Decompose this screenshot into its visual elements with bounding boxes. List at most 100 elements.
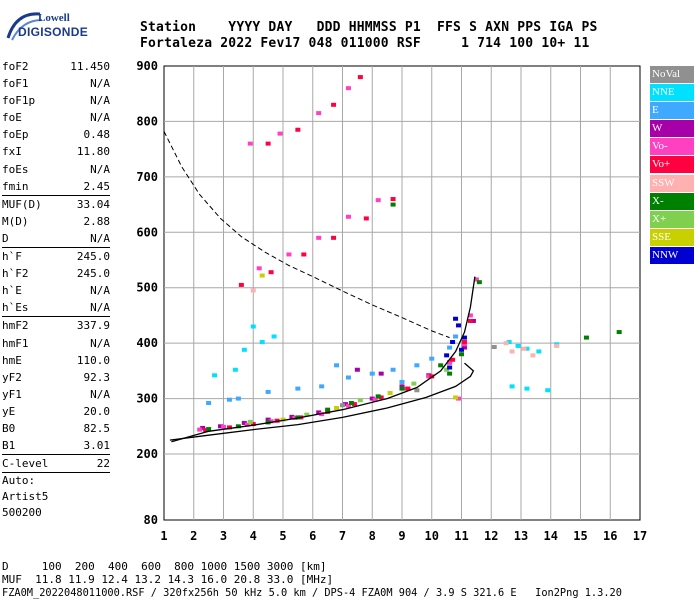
- echo-point-vo-: [447, 359, 453, 364]
- param-label: hmF1: [2, 336, 29, 350]
- param-label: foE: [2, 111, 22, 125]
- legend-item: X-: [650, 192, 694, 210]
- param-value: 245.0: [76, 250, 110, 264]
- echo-point-sse: [259, 273, 265, 278]
- echo-point-vo-: [390, 197, 396, 202]
- x-tick-label: 4: [250, 529, 257, 543]
- echo-point-ssw: [554, 343, 560, 348]
- param-value: N/A: [90, 94, 110, 108]
- param-row: h`E N/A: [2, 282, 110, 299]
- legend-item: Vo-: [650, 138, 694, 156]
- echo-point-e: [265, 389, 271, 394]
- x-tick-label: 9: [398, 529, 405, 543]
- legend-item: SSE: [650, 228, 694, 246]
- echo-point-vo-: [265, 141, 271, 146]
- echo-point-vo-: [244, 422, 250, 427]
- echo-point-x-: [357, 398, 363, 403]
- autoscale-info: Artist5: [2, 490, 49, 504]
- echo-point-e: [319, 384, 325, 389]
- param-row: hmF2 337.9: [2, 316, 110, 334]
- echo-point-w: [354, 367, 360, 372]
- echo-point-vo-: [461, 340, 467, 345]
- echo-point-vo-: [247, 141, 253, 146]
- echo-point-nnw: [444, 353, 450, 358]
- param-label: foF1: [2, 77, 29, 91]
- echo-point-x-: [447, 371, 453, 376]
- echo-point-nne: [241, 347, 247, 352]
- param-label: fxI: [2, 145, 22, 159]
- echo-point-w: [369, 396, 375, 401]
- echo-point-vo-: [375, 198, 381, 203]
- param-label: M(D): [2, 214, 29, 228]
- x-tick-label: 2: [190, 529, 197, 543]
- echo-point-vo-: [250, 422, 256, 427]
- param-value: 11.80: [76, 145, 110, 159]
- legend-item: W: [650, 120, 694, 138]
- param-value: 2.45: [83, 179, 111, 193]
- echo-point-nne: [545, 388, 551, 393]
- param-row: C-level 22: [2, 454, 110, 472]
- echo-point-w: [265, 417, 271, 422]
- param-label: foF2: [2, 60, 29, 73]
- echo-point-vo-: [378, 395, 384, 400]
- echo-point-vo-: [301, 252, 307, 257]
- echo-point-w: [378, 371, 384, 376]
- echo-point-nne: [232, 367, 238, 372]
- legend-item: E: [650, 102, 694, 120]
- param-label: h`Es: [2, 301, 29, 315]
- echo-point-vo-: [426, 374, 432, 379]
- param-row: foF1 N/A: [2, 75, 110, 92]
- autoscale-info: Auto:: [2, 472, 110, 489]
- echo-point-vo-: [456, 396, 462, 401]
- param-row: yF2 92.3: [2, 369, 110, 386]
- echo-point-x-: [390, 202, 396, 207]
- param-row: foF1p N/A: [2, 92, 110, 109]
- param-row: foE N/A: [2, 109, 110, 126]
- x-tick-label: 7: [339, 529, 346, 543]
- x-tick-label: 16: [603, 529, 617, 543]
- echo-point-e: [390, 367, 396, 372]
- param-label: foEp: [2, 128, 29, 142]
- brand-digisonde: DIGISONDE: [18, 25, 89, 39]
- echo-point-e: [369, 371, 375, 376]
- echo-point-vo-: [331, 102, 337, 107]
- echo-point-vo-: [405, 386, 411, 391]
- param-value: 2.88: [83, 214, 111, 228]
- echo-point-vo-: [268, 419, 274, 424]
- param-label: foEs: [2, 162, 29, 176]
- echo-point-vo-: [473, 277, 479, 282]
- echo-point-sse: [280, 417, 286, 422]
- echo-point-ssw: [250, 288, 256, 293]
- echo-point-vo-: [467, 318, 473, 323]
- param-label: yF2: [2, 370, 22, 384]
- lowell-digisonde-logo: Lowell DIGISONDE: [4, 6, 96, 44]
- param-value: N/A: [90, 111, 110, 125]
- echo-point-vo-: [316, 111, 322, 116]
- y-tick-label: 600: [136, 225, 158, 239]
- echo-point-vo-: [467, 313, 473, 318]
- param-row: h`F 245.0: [2, 247, 110, 265]
- echo-point-w: [470, 318, 476, 323]
- muf-dashed-curve: [163, 131, 450, 339]
- echo-point-vo-: [256, 266, 262, 271]
- true-height-profile-curve: [169, 362, 475, 441]
- param-row: foF2 11.450: [2, 58, 110, 75]
- param-label: B1: [2, 439, 16, 453]
- echo-point-vo-: [221, 424, 226, 429]
- echo-point-x-: [411, 381, 417, 386]
- echo-point-vo-: [277, 131, 283, 136]
- param-label: B0: [2, 421, 16, 435]
- echo-point-e: [345, 375, 351, 380]
- x-tick-label: 8: [369, 529, 376, 543]
- echo-point-nne: [506, 340, 512, 345]
- param-row: MUF(D) 33.04: [2, 194, 110, 213]
- echo-point-e: [414, 363, 420, 368]
- param-label: yE: [2, 404, 16, 418]
- echo-point-w: [218, 424, 224, 429]
- x-tick-label: 10: [425, 529, 439, 543]
- echo-point-nnw: [453, 316, 459, 321]
- x-tick-label: 13: [514, 529, 528, 543]
- param-value: N/A: [90, 284, 110, 298]
- echo-point-x-: [438, 363, 444, 368]
